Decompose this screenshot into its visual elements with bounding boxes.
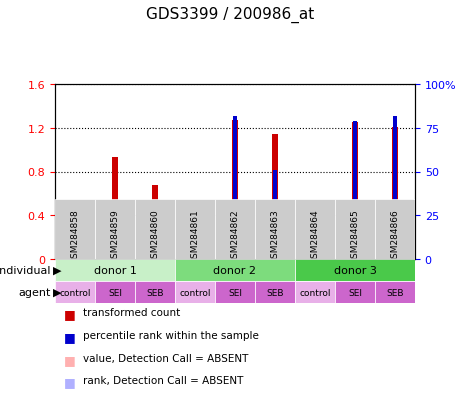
Text: GSM284862: GSM284862 [230,209,239,263]
Bar [193,257,196,259]
Text: GDS3399 / 200986_at: GDS3399 / 200986_at [146,7,313,23]
Bar [73,257,77,259]
Bar [374,281,414,303]
Bar [55,281,95,303]
Text: ▶: ▶ [53,266,61,275]
Text: SEI: SEI [347,288,361,297]
Bar [113,209,117,259]
Text: GSM284860: GSM284860 [150,209,159,263]
Text: SEB: SEB [386,288,403,297]
Text: control: control [299,288,330,297]
Text: SEB: SEB [146,288,163,297]
Bar [294,259,414,281]
Text: ■: ■ [64,307,76,320]
Text: GSM284861: GSM284861 [190,209,199,263]
Bar [294,281,334,303]
Bar [174,259,294,281]
Text: SEI: SEI [108,288,122,297]
Bar [254,199,294,259]
Text: rank, Detection Call = ABSENT: rank, Detection Call = ABSENT [83,375,242,385]
Text: transformed count: transformed count [83,307,179,317]
Text: donor 3: donor 3 [333,266,375,275]
Text: GSM284863: GSM284863 [270,209,279,263]
Text: value, Detection Call = ABSENT: value, Detection Call = ABSENT [83,353,247,363]
Bar [374,199,414,259]
Text: ■: ■ [64,330,76,343]
Bar [231,121,237,259]
Bar [233,116,236,259]
Bar [134,281,174,303]
Bar [73,257,77,259]
Bar [294,199,334,259]
Text: control: control [59,288,90,297]
Bar [55,259,174,281]
Bar [134,199,174,259]
Text: individual: individual [0,266,50,275]
Text: SEB: SEB [266,288,283,297]
Text: agent: agent [18,287,50,297]
Bar [391,127,397,259]
Bar [351,123,357,259]
Bar [352,121,356,259]
Bar [112,158,118,259]
Bar [392,116,396,259]
Text: GSM284864: GSM284864 [310,209,319,263]
Bar [55,199,95,259]
Bar [191,254,197,259]
Text: SEI: SEI [228,288,241,297]
Bar [311,256,317,259]
Bar [214,281,254,303]
Text: GSM284866: GSM284866 [390,209,398,263]
Text: control: control [179,288,210,297]
Text: donor 1: donor 1 [93,266,136,275]
Bar [174,199,214,259]
Bar [254,281,294,303]
Text: ■: ■ [64,375,76,389]
Bar [153,250,157,259]
Text: GSM284859: GSM284859 [110,209,119,263]
Text: ■: ■ [64,353,76,366]
Bar [151,185,157,259]
Text: ▶: ▶ [53,287,61,297]
Text: donor 2: donor 2 [213,266,256,275]
Bar [95,199,134,259]
Bar [271,135,277,259]
Bar [174,281,214,303]
Bar [272,171,276,259]
Text: GSM284865: GSM284865 [350,209,359,263]
Bar [95,281,134,303]
Bar [334,199,374,259]
Text: GSM284858: GSM284858 [70,209,79,263]
Bar [214,199,254,259]
Bar [334,281,374,303]
Text: percentile rank within the sample: percentile rank within the sample [83,330,258,340]
